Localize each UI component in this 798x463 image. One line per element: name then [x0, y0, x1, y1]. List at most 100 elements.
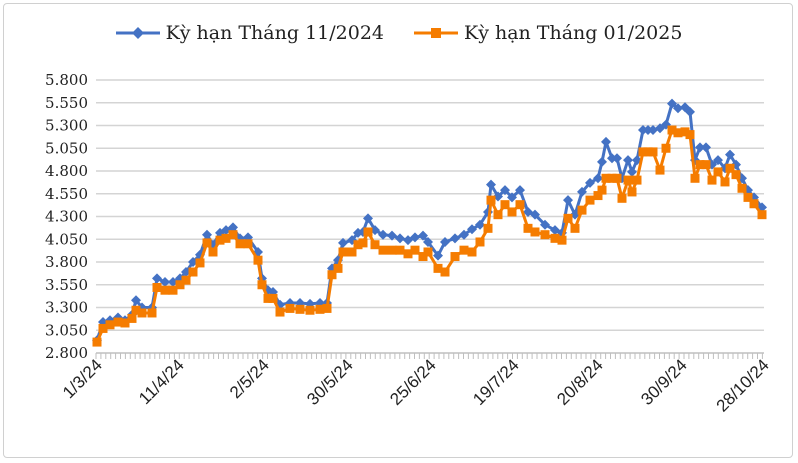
- data-point-series-2: [749, 199, 759, 209]
- data-point-series-2: [423, 247, 433, 257]
- data-point-series-1: [627, 166, 637, 177]
- data-point-series-1: [701, 142, 711, 153]
- data-point-series-2: [523, 223, 533, 233]
- data-point-series-2: [305, 305, 315, 315]
- data-point-series-1: [673, 103, 683, 114]
- data-point-series-2: [540, 230, 550, 240]
- x-tick-label: 25/6/24: [386, 355, 440, 409]
- data-point-series-1: [577, 186, 587, 197]
- data-point-series-1: [623, 155, 633, 166]
- data-point-series-1: [475, 219, 485, 230]
- data-point-series-2: [395, 245, 405, 255]
- y-tick-label: 3.300: [45, 299, 88, 317]
- data-point-series-2: [257, 280, 267, 290]
- y-tick-label: 4.050: [45, 230, 88, 248]
- data-point-series-1: [612, 153, 622, 164]
- data-point-series-2: [597, 185, 607, 195]
- data-point-series-2: [500, 200, 510, 210]
- data-point-series-2: [577, 205, 587, 215]
- data-point-series-2: [530, 227, 540, 237]
- data-point-series-2: [127, 313, 137, 323]
- series-line-2: [95, 128, 764, 343]
- x-tick-label: 2/5/24: [226, 355, 273, 402]
- legend-label: Kỳ hạn Tháng 01/2025: [464, 22, 683, 44]
- y-tick-label: 5.300: [45, 117, 88, 135]
- data-point-series-2: [450, 252, 460, 262]
- diamond-marker-icon: [115, 27, 160, 39]
- legend: Kỳ hạn Tháng 11/2024 Kỳ hạn Tháng 01/202…: [0, 22, 798, 44]
- data-point-series-2: [92, 337, 102, 347]
- data-point-series-1: [530, 209, 540, 220]
- legend-label: Kỳ hạn Tháng 11/2024: [165, 22, 384, 44]
- data-point-series-2: [285, 303, 295, 313]
- y-tick-label: 5.800: [45, 71, 88, 89]
- data-point-series-1: [450, 233, 460, 244]
- data-point-series-1: [433, 250, 443, 261]
- data-point-series-2: [202, 238, 212, 248]
- data-point-series-2: [612, 173, 622, 183]
- x-tick-label: 28/10/24: [713, 355, 773, 415]
- data-point-series-2: [507, 207, 517, 217]
- data-point-series-2: [483, 223, 493, 233]
- data-point-series-2: [378, 245, 388, 255]
- data-point-series-2: [410, 245, 420, 255]
- y-tick-label: 5.050: [45, 139, 88, 157]
- data-point-series-2: [515, 200, 525, 210]
- data-point-series-1: [387, 230, 397, 241]
- chart-frame: [3, 3, 793, 458]
- data-point-series-1: [685, 106, 695, 117]
- data-point-series-2: [648, 147, 658, 157]
- data-point-series-2: [175, 280, 185, 290]
- data-point-series-1: [507, 192, 517, 203]
- data-point-series-2: [160, 285, 170, 295]
- data-point-series-2: [322, 303, 332, 313]
- data-point-series-2: [737, 183, 747, 193]
- y-tick-label: 3.050: [45, 321, 88, 339]
- data-point-series-2: [638, 147, 648, 157]
- y-tick-label: 4.300: [45, 208, 88, 226]
- x-tick-label: 19/7/24: [469, 355, 523, 409]
- data-point-series-2: [607, 173, 617, 183]
- data-point-series-2: [701, 160, 711, 170]
- data-point-series-2: [459, 245, 469, 255]
- data-point-series-1: [593, 173, 603, 184]
- data-point-series-2: [550, 233, 560, 243]
- data-point-series-2: [347, 247, 357, 257]
- data-point-series-2: [433, 263, 443, 273]
- data-point-series-1: [440, 236, 450, 247]
- data-point-series-2: [757, 210, 767, 220]
- data-point-series-1: [160, 277, 170, 288]
- data-point-series-2: [327, 270, 337, 280]
- data-point-series-1: [695, 142, 705, 153]
- data-point-series-1: [597, 156, 607, 167]
- data-point-series-2: [418, 252, 428, 262]
- data-point-series-2: [467, 247, 477, 257]
- data-point-series-2: [181, 275, 191, 285]
- data-point-series-2: [243, 239, 253, 249]
- data-point-series-2: [731, 170, 741, 180]
- data-point-series-2: [720, 177, 730, 187]
- data-point-series-2: [617, 193, 627, 203]
- data-point-series-2: [215, 235, 225, 245]
- data-point-series-1: [395, 233, 405, 244]
- series-line-1: [95, 102, 764, 341]
- data-point-series-1: [338, 237, 348, 248]
- data-point-series-2: [643, 147, 653, 157]
- data-point-series-1: [713, 155, 723, 166]
- data-point-series-1: [601, 136, 611, 147]
- data-point-series-1: [648, 125, 658, 136]
- data-point-series-2: [685, 130, 695, 140]
- data-point-series-2: [690, 173, 700, 183]
- y-tick-label: 5.550: [45, 94, 88, 112]
- data-point-series-1: [585, 177, 595, 188]
- data-point-series-1: [667, 98, 677, 109]
- legend-item-series-1: Kỳ hạn Tháng 11/2024: [115, 22, 384, 44]
- data-point-series-2: [168, 285, 178, 295]
- data-point-series-2: [557, 235, 567, 245]
- data-point-series-2: [358, 238, 368, 248]
- data-point-series-2: [655, 165, 665, 175]
- data-point-series-2: [98, 323, 108, 333]
- data-point-series-2: [563, 213, 573, 223]
- data-point-series-2: [486, 195, 496, 205]
- x-tick-label: 30/9/24: [637, 355, 691, 409]
